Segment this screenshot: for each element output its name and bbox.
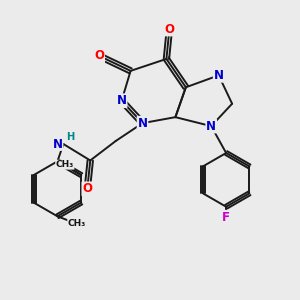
Text: O: O bbox=[82, 182, 92, 195]
Text: CH₃: CH₃ bbox=[68, 219, 86, 228]
Text: F: F bbox=[222, 211, 230, 224]
Text: N: N bbox=[117, 94, 127, 107]
Text: N: N bbox=[206, 120, 216, 133]
Text: O: O bbox=[94, 50, 104, 62]
Text: CH₃: CH₃ bbox=[56, 160, 74, 169]
Text: O: O bbox=[164, 22, 174, 36]
Text: N: N bbox=[214, 69, 224, 82]
Text: N: N bbox=[53, 137, 63, 151]
Text: H: H bbox=[66, 133, 74, 142]
Text: N: N bbox=[137, 117, 148, 130]
